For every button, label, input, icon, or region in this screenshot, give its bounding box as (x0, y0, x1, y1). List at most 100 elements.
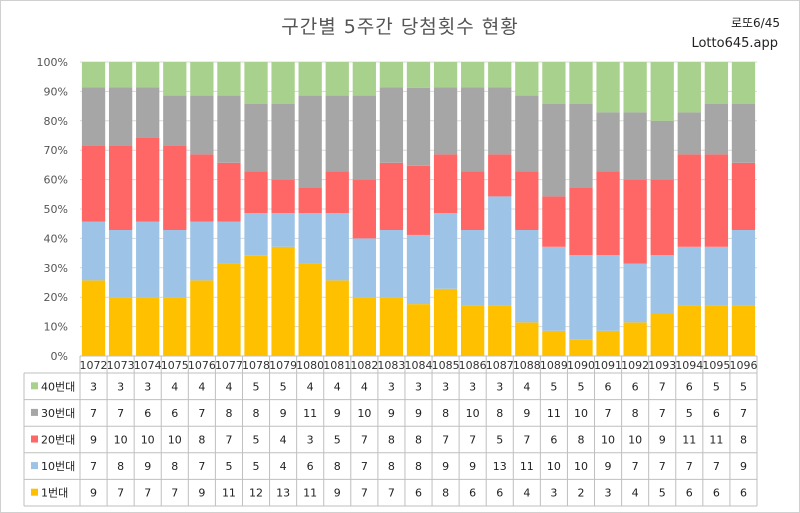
y-tick-label: 50% (44, 203, 68, 216)
data-table-cell: 6 (686, 380, 693, 393)
y-tick-label: 20% (44, 291, 68, 304)
bar-segment (352, 95, 376, 180)
legend-label: 10번대 (41, 460, 75, 473)
data-table-cell: 6 (171, 407, 178, 420)
data-table-cell: 3 (605, 487, 612, 500)
bar-segment (379, 297, 404, 356)
data-table-cell: 7 (740, 407, 747, 420)
data-table-cell: 7 (523, 434, 530, 447)
bar-segment (136, 62, 160, 88)
data-table-cell: 8 (253, 407, 260, 420)
bar-segment (406, 62, 431, 88)
bar-segment (136, 137, 160, 222)
bar-segment (596, 330, 620, 356)
data-table-cell: 7 (144, 487, 151, 500)
bar-segment (190, 154, 214, 222)
legend-label: 40번대 (41, 380, 75, 393)
data-table-cell: 8 (171, 460, 178, 473)
data-table-cell: 6 (144, 407, 151, 420)
legend-swatch (31, 382, 38, 390)
data-table-cell: 3 (90, 380, 97, 393)
bar-segment (650, 314, 674, 356)
data-table-cell: 7 (90, 407, 97, 420)
bar-segment (325, 95, 349, 172)
data-table-cell: 4 (632, 487, 639, 500)
bar-segment (271, 246, 295, 356)
data-table-cell: 4 (523, 487, 530, 500)
bar-segment (81, 146, 106, 222)
x-category-label: 1091 (594, 359, 622, 372)
data-table-cell: 7 (198, 407, 205, 420)
data-table-cell: 6 (713, 407, 720, 420)
data-table-cell: 7 (171, 487, 178, 500)
data-table-cell: 7 (659, 380, 666, 393)
bar-segment (163, 146, 187, 230)
data-table-cell: 9 (280, 407, 287, 420)
data-table-cell: 8 (415, 460, 422, 473)
data-table-cell: 10 (628, 434, 642, 447)
data-table-cell: 11 (222, 487, 236, 500)
bar-segment (136, 87, 160, 138)
bar-segment (677, 62, 701, 113)
x-category-label: 1089 (540, 359, 568, 372)
data-table-cell: 8 (198, 434, 205, 447)
data-table-cell: 8 (496, 407, 503, 420)
data-table-cell: 8 (577, 434, 584, 447)
bar-segment (677, 154, 701, 247)
x-category-label: 1093 (648, 359, 676, 372)
data-table-cell: 3 (307, 434, 314, 447)
bar-segment (731, 62, 756, 104)
data-table-cell: 5 (253, 434, 260, 447)
bar-segment (81, 62, 106, 88)
bar-segment (406, 304, 431, 356)
data-table-cell: 6 (550, 434, 557, 447)
bar-segment (542, 330, 566, 356)
bar-segment (298, 95, 322, 188)
bar-segment (190, 280, 214, 356)
data-table-cell: 5 (225, 460, 232, 473)
data-table-cell: 3 (469, 380, 476, 393)
bar-segment (542, 62, 566, 104)
bar-segment (81, 87, 106, 146)
data-table-cell: 5 (740, 380, 747, 393)
bar-segment (81, 280, 106, 356)
bar-segment (542, 196, 566, 247)
bar-segment (108, 230, 133, 298)
data-table-cell: 7 (361, 487, 368, 500)
data-table-cell: 6 (686, 487, 693, 500)
data-table-cell: 11 (682, 434, 696, 447)
x-category-label: 1095 (702, 359, 730, 372)
x-category-label: 1076 (188, 359, 216, 372)
bar-segment (569, 104, 593, 188)
x-category-label: 1096 (729, 359, 757, 372)
data-table-cell: 4 (280, 434, 287, 447)
bar-segment (433, 154, 458, 214)
data-table-cell: 4 (334, 380, 341, 393)
bar-segment (325, 213, 349, 281)
legend-label: 20번대 (41, 434, 75, 447)
bar-segment (515, 171, 539, 230)
x-category-label: 1072 (80, 359, 108, 372)
data-table-cell: 8 (442, 407, 449, 420)
data-table-cell: 3 (550, 487, 557, 500)
data-table-cell: 4 (198, 380, 205, 393)
bar-segment (488, 305, 512, 356)
x-category-label: 1087 (486, 359, 514, 372)
bar-segment (271, 179, 295, 214)
chart-title: 구간별 5주간 당첨횟수 현황 (281, 16, 519, 38)
x-category-label: 1082 (350, 359, 378, 372)
legend-swatch (31, 462, 38, 470)
x-category-label: 1081 (323, 359, 351, 372)
data-table-cell: 6 (415, 487, 422, 500)
bar-segment (271, 62, 295, 104)
bar-segment (461, 87, 485, 172)
bar-segment (542, 246, 566, 331)
x-category-label: 1086 (459, 359, 487, 372)
bar-segment (623, 263, 647, 323)
x-category-label: 1083 (377, 359, 405, 372)
data-table-cell: 8 (442, 487, 449, 500)
data-table-cell: 7 (469, 434, 476, 447)
data-table-cell: 5 (253, 380, 260, 393)
legend-label: 30번대 (41, 407, 75, 420)
